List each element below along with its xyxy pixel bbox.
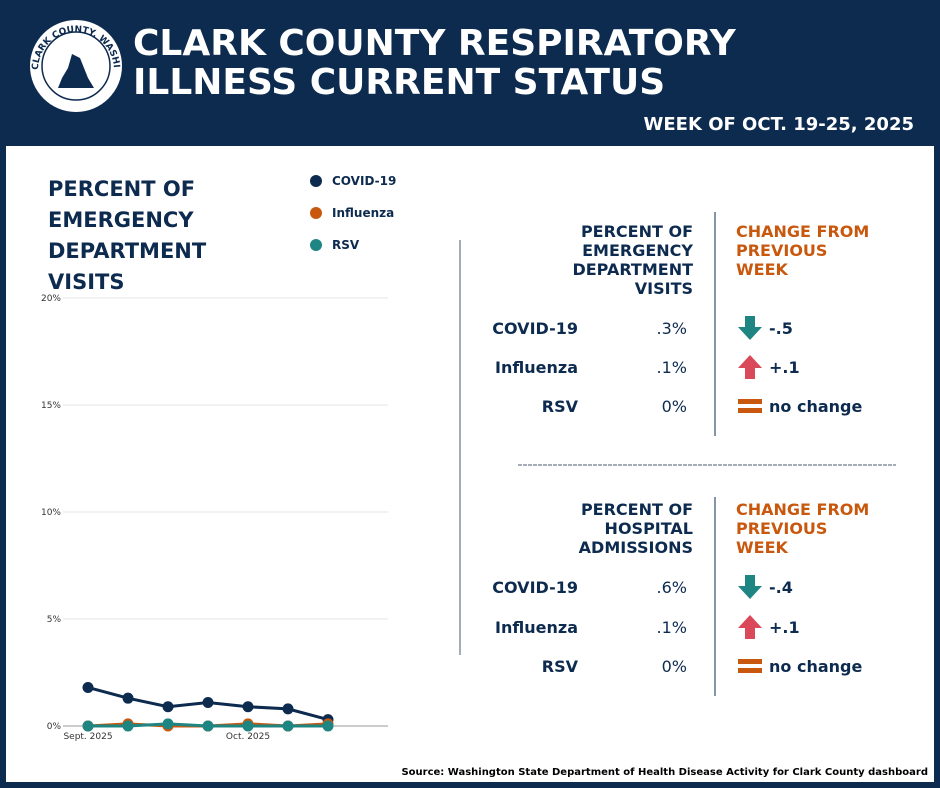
y-tick-label: 10% bbox=[41, 508, 61, 518]
legend-marker bbox=[310, 207, 322, 219]
data-point bbox=[322, 720, 334, 732]
source: Source: Washington State Department of H… bbox=[401, 767, 928, 778]
data-point bbox=[122, 692, 134, 704]
chart-title: PERCENT OF EMERGENCY DEPARTMENT VISITS bbox=[48, 177, 207, 294]
x-tick-label: Sept. 2025 bbox=[63, 732, 112, 742]
change-icon bbox=[738, 316, 762, 340]
data-point bbox=[82, 720, 94, 732]
data-point bbox=[202, 720, 214, 732]
legend-label: Influenza bbox=[332, 206, 394, 220]
y-tick-label: 20% bbox=[41, 294, 61, 304]
row-change: +.1 bbox=[769, 618, 800, 637]
row-value: 0% bbox=[661, 657, 687, 676]
subtitle: WEEK OF OCT. 19-25, 2025 bbox=[643, 114, 914, 135]
data-point bbox=[202, 696, 214, 708]
data-point bbox=[162, 701, 174, 713]
legend-marker bbox=[310, 175, 322, 187]
x-tick-label: Oct. 2025 bbox=[226, 732, 270, 742]
row-change: no change bbox=[769, 397, 863, 416]
change-icon bbox=[738, 654, 762, 678]
row-label: Influenza bbox=[495, 358, 578, 377]
panel bbox=[6, 146, 934, 782]
row-label: Influenza bbox=[495, 618, 578, 637]
data-point bbox=[282, 703, 294, 715]
row-change: +.1 bbox=[769, 358, 800, 377]
row-label: RSV bbox=[541, 657, 578, 676]
y-tick-label: 15% bbox=[41, 401, 61, 411]
legend-label: COVID-19 bbox=[332, 174, 396, 188]
data-point bbox=[242, 701, 254, 713]
y-tick-label: 0% bbox=[47, 722, 62, 732]
table-header: PERCENT OF EMERGENCY DEPARTMENT VISITS bbox=[572, 222, 693, 298]
change-icon bbox=[738, 575, 762, 599]
row-value: .1% bbox=[656, 618, 687, 637]
row-label: COVID-19 bbox=[492, 319, 578, 338]
legend-label: RSV bbox=[332, 238, 360, 252]
data-point bbox=[162, 718, 174, 730]
table-header: CHANGE FROM PREVIOUS WEEK bbox=[736, 500, 870, 557]
table-header: PERCENT OF HOSPITAL ADMISSIONS bbox=[578, 500, 693, 557]
data-point bbox=[282, 720, 294, 732]
page-title: CLARK COUNTY RESPIRATORY ILLNESS CURRENT… bbox=[133, 23, 736, 103]
row-change: no change bbox=[769, 657, 863, 676]
data-point bbox=[122, 720, 134, 732]
row-label: COVID-19 bbox=[492, 578, 578, 597]
row-value: 0% bbox=[661, 397, 687, 416]
legend-marker bbox=[310, 239, 322, 251]
row-value: .6% bbox=[656, 578, 687, 597]
row-label: RSV bbox=[541, 397, 578, 416]
row-value: .3% bbox=[656, 319, 687, 338]
y-tick-label: 5% bbox=[47, 615, 62, 625]
row-change: -.5 bbox=[769, 319, 793, 338]
logo: CLARK COUNTY, WASHINGTON bbox=[28, 18, 122, 112]
data-point bbox=[82, 681, 94, 693]
change-icon bbox=[738, 394, 762, 418]
row-value: .1% bbox=[656, 358, 687, 377]
row-change: -.4 bbox=[769, 578, 793, 597]
change-icon bbox=[738, 355, 762, 379]
table-header: CHANGE FROM PREVIOUS WEEK bbox=[736, 222, 870, 279]
data-point bbox=[242, 720, 254, 732]
change-icon bbox=[738, 615, 762, 639]
